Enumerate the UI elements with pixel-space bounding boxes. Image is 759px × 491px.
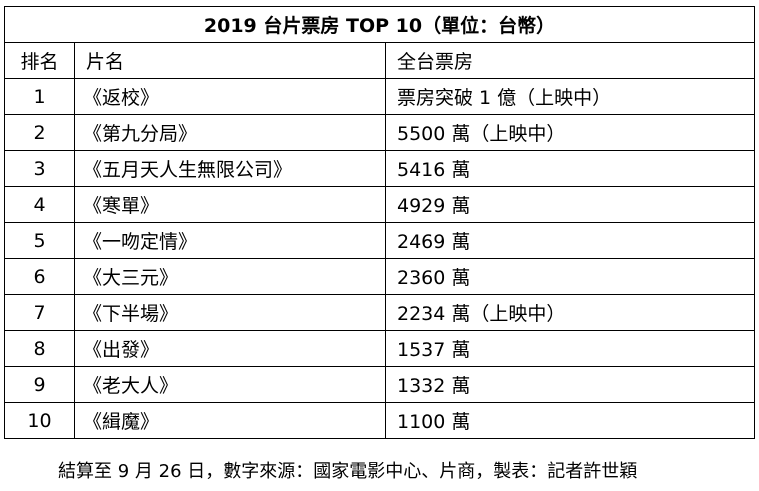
table-row: 8 《出發》 1537 萬 [4,330,755,367]
header-gross: 全台票房 [385,42,755,79]
film-title-cell: 《緝魔》 [74,402,386,439]
film-title-cell: 《寒單》 [74,186,386,223]
rank-cell: 10 [4,402,75,439]
gross-cell: 5500 萬（上映中） [385,114,755,151]
rank-cell: 7 [4,294,75,331]
gross-cell: 1332 萬 [385,366,755,403]
box-office-table: 2019 台片票房 TOP 10（單位：台幣） 排名 片名 全台票房 1 《返校… [4,6,755,439]
table-row: 6 《大三元》 2360 萬 [4,258,755,295]
rank-cell: 1 [4,78,75,115]
rank-cell: 8 [4,330,75,367]
rank-cell: 6 [4,258,75,295]
film-title-cell: 《一吻定情》 [74,222,386,259]
gross-cell: 2360 萬 [385,258,755,295]
table-caption-row: 2019 台片票房 TOP 10（單位：台幣） [4,6,755,43]
gross-cell: 5416 萬 [385,150,755,187]
source-footnote: 結算至 9 月 26 日，數字來源：國家電影中心、片商，製表：記者許世穎 [58,461,638,482]
film-title-cell: 《第九分局》 [74,114,386,151]
film-title-cell: 《大三元》 [74,258,386,295]
rank-cell: 2 [4,114,75,151]
gross-cell: 2234 萬（上映中） [385,294,755,331]
gross-cell: 1537 萬 [385,330,755,367]
gross-cell: 1100 萬 [385,402,755,439]
film-title-cell: 《返校》 [74,78,386,115]
rank-cell: 3 [4,150,75,187]
gross-cell: 4929 萬 [385,186,755,223]
table-row: 7 《下半場》 2234 萬（上映中） [4,294,755,331]
table-caption: 2019 台片票房 TOP 10（單位：台幣） [4,6,755,43]
table-row: 3 《五月天人生無限公司》 5416 萬 [4,150,755,187]
table-row: 5 《一吻定情》 2469 萬 [4,222,755,259]
header-title: 片名 [74,42,386,79]
film-title-cell: 《下半場》 [74,294,386,331]
gross-cell: 票房突破 1 億（上映中） [385,78,755,115]
table-row: 9 《老大人》 1332 萬 [4,366,755,403]
table-row: 10 《緝魔》 1100 萬 [4,402,755,439]
film-title-cell: 《出發》 [74,330,386,367]
film-title-cell: 《老大人》 [74,366,386,403]
header-rank: 排名 [4,42,75,79]
table-row: 1 《返校》 票房突破 1 億（上映中） [4,78,755,115]
table-row: 4 《寒單》 4929 萬 [4,186,755,223]
gross-cell: 2469 萬 [385,222,755,259]
rank-cell: 4 [4,186,75,223]
table-header-row: 排名 片名 全台票房 [4,42,755,79]
rank-cell: 5 [4,222,75,259]
film-title-cell: 《五月天人生無限公司》 [74,150,386,187]
rank-cell: 9 [4,366,75,403]
table-row: 2 《第九分局》 5500 萬（上映中） [4,114,755,151]
